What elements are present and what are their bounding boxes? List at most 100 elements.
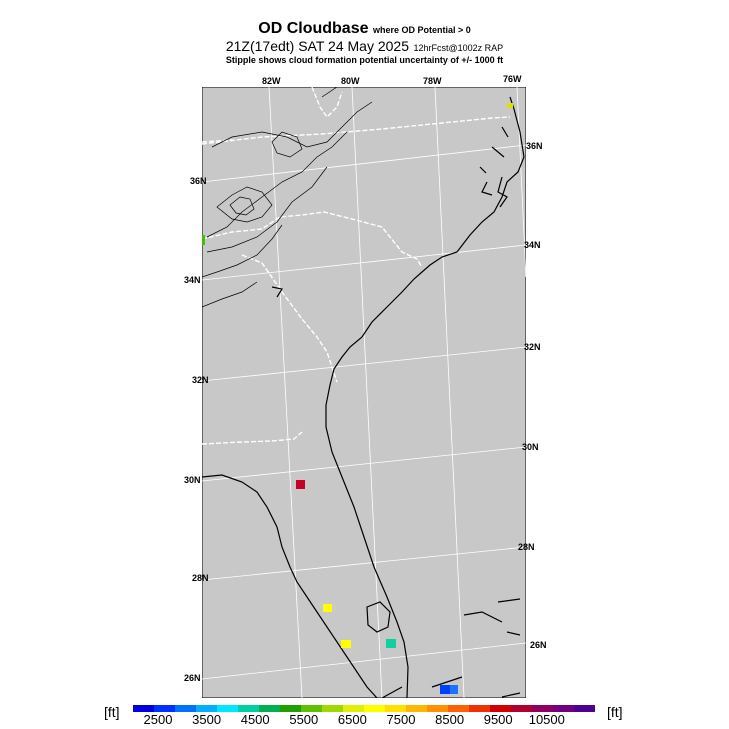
ga-fl-border	[202, 431, 303, 445]
spot-nc-outer-banks	[507, 103, 513, 108]
colorbar	[133, 705, 595, 712]
spot-north-florida	[296, 480, 305, 489]
colorbar-swatch	[406, 705, 428, 712]
colorbar-swatch	[343, 705, 365, 712]
lat-label-left-36n: 36N	[190, 176, 207, 186]
parallel-30n	[202, 446, 526, 482]
colorbar-swatch	[553, 705, 575, 712]
colorbar-tick-label: 7500	[386, 712, 416, 727]
lon-label-80w: 80W	[341, 76, 360, 86]
colorbar-unit-right: [ft]	[607, 704, 623, 720]
contour-5	[216, 186, 273, 223]
colorbar-tick-label: 2500	[143, 712, 173, 727]
bahamas-fragments	[463, 598, 521, 636]
spot-keys-1	[440, 685, 450, 694]
spot-central-florida-1	[323, 604, 332, 612]
wrightsville	[271, 286, 283, 298]
colorbar-tick-label: 3500	[192, 712, 222, 727]
lat-label-right-36n: 36N	[526, 141, 543, 151]
contour-2	[206, 131, 348, 238]
colorbar-swatch	[574, 705, 595, 712]
colorbar-swatch	[301, 705, 323, 712]
sc-ga-border	[241, 254, 338, 383]
colorbar-swatch	[133, 705, 155, 712]
spot-central-florida-2	[341, 640, 351, 648]
meridian-80w	[351, 87, 383, 698]
colorbar-tick-label: 9500	[483, 712, 513, 727]
lat-label-right-30n: 30N	[522, 442, 539, 452]
lat-label-left-34n: 34N	[184, 275, 201, 285]
colorbar-swatch	[322, 705, 344, 712]
lat-label-left-28n: 28N	[192, 573, 209, 583]
spot-central-florida-3	[386, 639, 396, 648]
coastline	[202, 96, 525, 698]
map-background	[202, 87, 526, 698]
colorbar-swatch	[385, 705, 407, 712]
colorbar-swatch	[490, 705, 512, 712]
colorbar-tick-label: 8500	[435, 712, 465, 727]
gulf-coast	[202, 474, 378, 698]
colorbar-tick-label: 4500	[240, 712, 270, 727]
colorbar-swatch	[532, 705, 554, 712]
spot-nc-west	[202, 235, 205, 245]
tn-border	[202, 139, 233, 143]
colorbar-tick-label: 6500	[337, 712, 367, 727]
lon-label-82w: 82W	[262, 76, 281, 86]
nc-sounds	[479, 126, 509, 208]
contour-8	[271, 131, 303, 158]
forecast-valid-time: 21Z(17edt) SAT 24 May 2025	[225, 38, 409, 54]
wv-va-border	[311, 87, 343, 119]
lat-label-left-30n: 30N	[184, 475, 201, 485]
colorbar-swatch	[448, 705, 470, 712]
colorbar-swatch	[154, 705, 176, 712]
map-panel	[202, 87, 526, 698]
contour-6	[229, 196, 255, 216]
lat-label-left-32n: 32N	[192, 375, 209, 385]
lon-label-76w: 76W	[503, 74, 522, 84]
lat-label-right-28n: 28N	[518, 542, 535, 552]
colorbar-swatch	[280, 705, 302, 712]
spot-keys-2	[450, 685, 458, 694]
colorbar-swatch	[469, 705, 491, 712]
keys	[381, 676, 521, 698]
contour-9	[321, 87, 338, 98]
contours	[202, 87, 373, 308]
forecast-model-note: 12hrFcst@1002z RAP	[413, 43, 504, 53]
parallel-32n	[202, 346, 526, 382]
colorbar-swatch	[259, 705, 281, 712]
atlantic-coast	[325, 96, 525, 698]
title-main: OD Cloudbase	[258, 20, 369, 37]
chart-title: OD Cloudbase where OD Potential > 0	[0, 20, 729, 38]
va-nc-border	[202, 116, 511, 145]
colorbar-swatch	[196, 705, 218, 712]
nc-sc-border	[202, 211, 423, 268]
lat-label-left-26n: 26N	[184, 673, 201, 683]
cloudbase-spots	[202, 103, 513, 694]
lat-label-right-34n: 34N	[524, 240, 541, 250]
parallel-28n	[202, 546, 526, 581]
colorbar-swatch	[427, 705, 449, 712]
colorbar-unit-left: [ft]	[104, 704, 120, 720]
colorbar-swatch	[217, 705, 239, 712]
lake-okeechobee	[366, 601, 391, 633]
subtitle: Stipple shows cloud formation potential …	[225, 55, 504, 65]
colorbar-swatch	[511, 705, 533, 712]
contour-3	[206, 166, 328, 253]
colorbar-swatch	[238, 705, 260, 712]
colorbar-swatch	[175, 705, 197, 712]
forecast-time: 21Z(17edt) SAT 24 May 2025 12hrFcst@1002…	[0, 38, 729, 56]
parallel-34n	[202, 244, 526, 281]
meridian-82w	[268, 87, 303, 698]
parallel-36n	[202, 144, 526, 183]
contour-1	[211, 101, 373, 148]
colorbar-tick-label: 5500	[289, 712, 319, 727]
state-borders	[202, 87, 511, 445]
parallel-26n	[202, 642, 526, 680]
colorbar-swatch	[364, 705, 386, 712]
title-main-note: where OD Potential > 0	[372, 25, 471, 35]
colorbar-tick-label: 10500	[528, 712, 565, 727]
contour-7	[202, 281, 258, 308]
lat-label-right-26n: 26N	[530, 640, 547, 650]
lon-label-78w: 78W	[423, 76, 442, 86]
meridian-78w	[434, 87, 465, 698]
